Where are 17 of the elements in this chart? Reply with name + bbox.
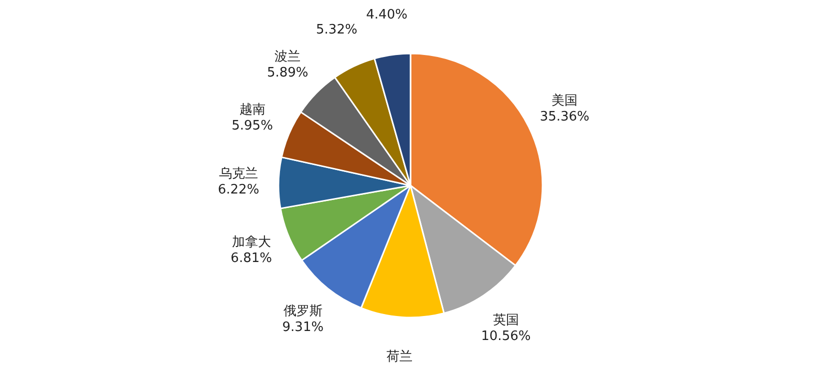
slice-label: 英国 [492, 313, 519, 328]
data-label: 5.32% [316, 22, 358, 38]
slice-label: 俄罗斯 [283, 304, 322, 320]
data-label: 35.36% [540, 110, 590, 125]
slice-label: 波兰 [274, 50, 301, 65]
data-label: 5.95% [232, 118, 273, 134]
slice-label: 荷兰 [386, 350, 413, 365]
data-label: 6.22% [218, 182, 260, 198]
slice-label: 美国 [552, 92, 578, 109]
data-label: 9.31% [282, 320, 324, 336]
data-label: 10.56% [481, 329, 531, 344]
slice-label: 越南 [239, 102, 266, 118]
slice-label: 乌克兰 [219, 166, 258, 182]
slice-label: 加拿大 [232, 235, 271, 250]
data-label: 5.89% [266, 66, 308, 81]
data-label: 4.40% [366, 8, 408, 23]
data-label: 6.81% [230, 251, 272, 266]
